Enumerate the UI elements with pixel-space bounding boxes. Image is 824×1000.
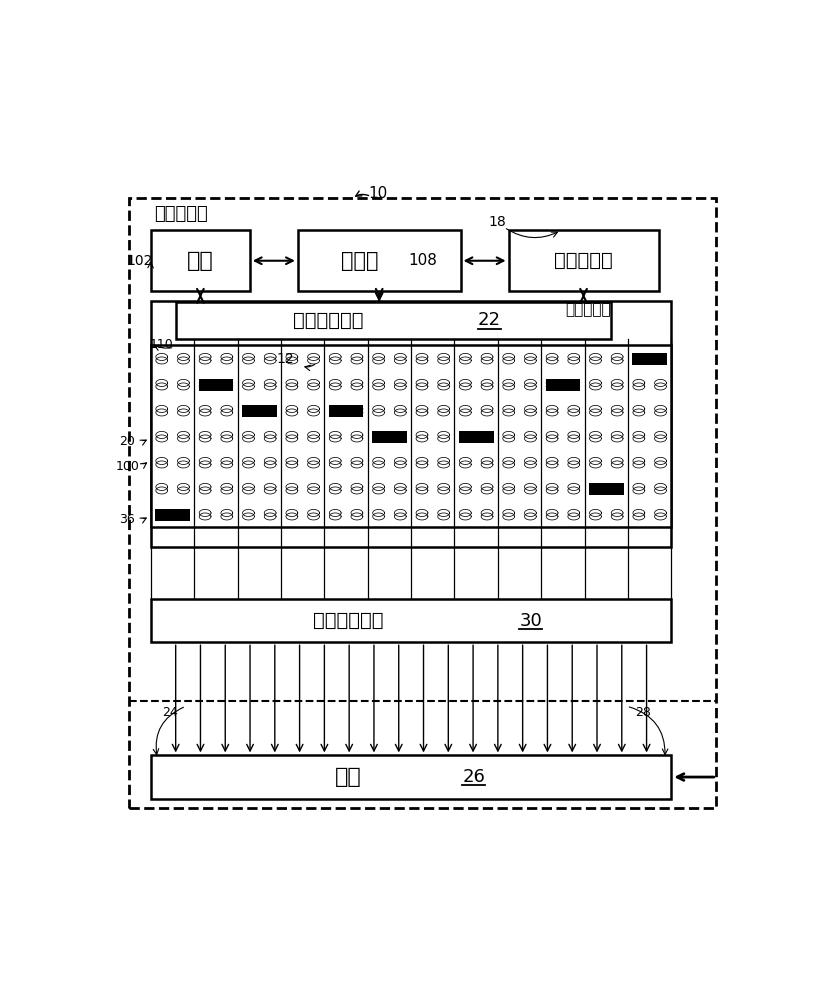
Bar (329, 405, 363, 417)
Bar (242, 405, 277, 417)
Bar (151, 345, 672, 527)
Bar (372, 431, 407, 443)
Bar (199, 379, 233, 391)
Text: 20: 20 (119, 435, 135, 448)
Text: 10: 10 (368, 186, 387, 201)
Bar (297, 230, 461, 291)
Text: 耦合电子器件: 耦合电子器件 (293, 311, 363, 330)
Bar (508, 230, 658, 291)
Text: 工件: 工件 (335, 767, 362, 787)
Bar (155, 509, 190, 521)
Text: 110: 110 (150, 338, 174, 351)
Text: 22: 22 (478, 311, 501, 329)
Text: 102: 102 (127, 254, 153, 268)
Bar (151, 301, 672, 547)
Text: 发光子系统: 发光子系统 (565, 302, 611, 317)
Bar (151, 755, 672, 799)
Text: 控制器: 控制器 (341, 251, 378, 271)
Text: 光反应系统: 光反应系统 (154, 205, 208, 223)
Bar (176, 302, 611, 339)
Text: 12: 12 (276, 352, 294, 366)
Text: 26: 26 (462, 768, 485, 786)
Text: 电源: 电源 (187, 251, 213, 271)
Text: 36: 36 (119, 513, 135, 526)
Text: 28: 28 (634, 706, 651, 719)
Bar (151, 599, 672, 642)
Bar (632, 353, 667, 365)
Text: 108: 108 (409, 253, 438, 268)
Text: 耦合光学器件: 耦合光学器件 (313, 611, 384, 630)
Bar (545, 379, 580, 391)
Bar (459, 431, 494, 443)
Text: 冷却子系统: 冷却子系统 (555, 251, 613, 270)
Text: 30: 30 (519, 612, 542, 630)
Bar (589, 483, 624, 495)
Text: 18: 18 (489, 215, 507, 229)
Text: 100: 100 (115, 460, 139, 473)
Text: 24: 24 (162, 706, 178, 719)
Bar (151, 230, 250, 291)
